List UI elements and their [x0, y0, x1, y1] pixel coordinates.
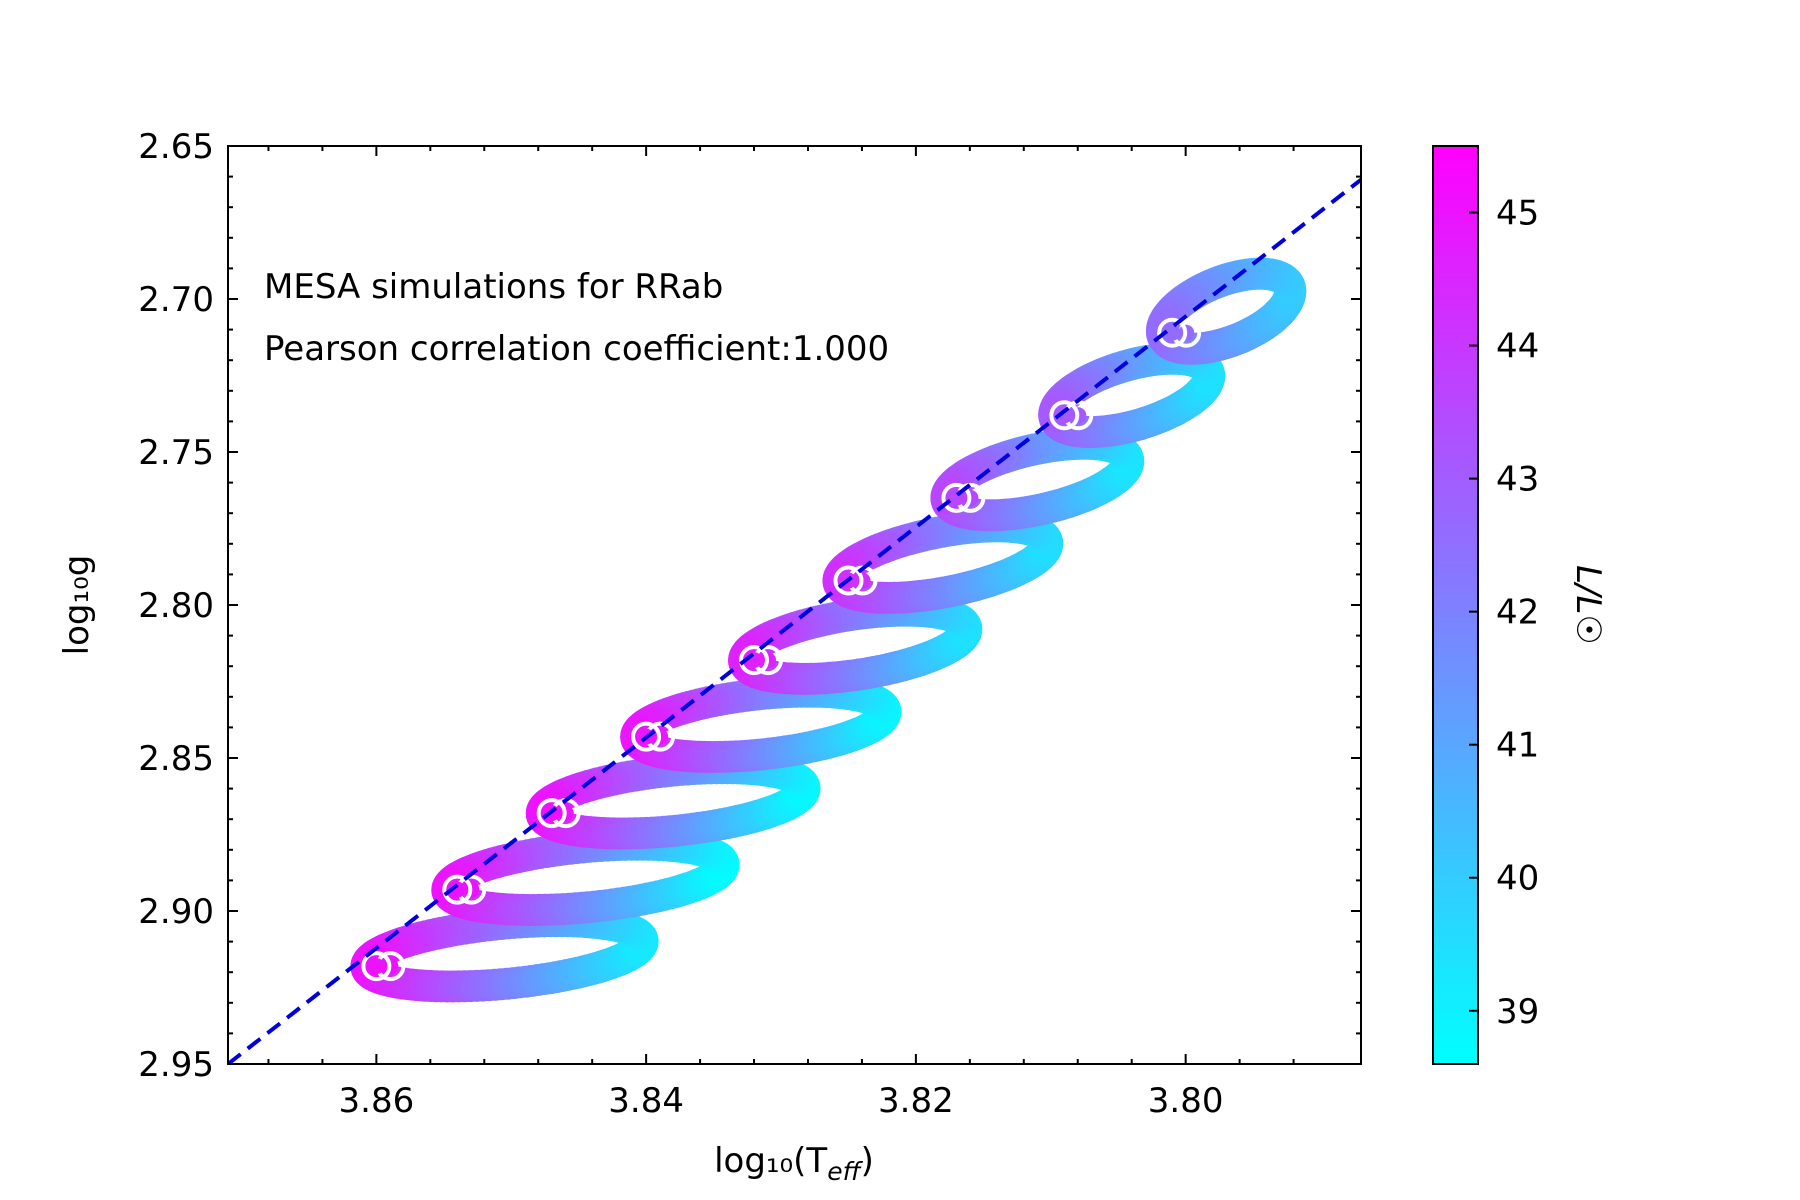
x-axis-label: log₁₀(Teff): [714, 1141, 874, 1186]
colorbar-tick-label: 42: [1496, 593, 1539, 633]
x-tick-label: 3.86: [339, 1081, 415, 1121]
colorbar-label: L/L☉: [1568, 565, 1608, 645]
marker-ring: [941, 482, 972, 513]
x-tick-label: 3.82: [878, 1081, 954, 1121]
marker-dot: [1056, 407, 1073, 424]
correlation-fit-line: [228, 178, 1361, 1064]
colorbar-ticks: 39 40 41 42 43 44 45: [1469, 194, 1539, 1032]
loop-7: [930, 427, 1145, 532]
loop-1: [350, 905, 659, 1003]
marker-ring: [442, 874, 473, 905]
y-tick-label: 2.70: [138, 280, 214, 320]
colorbar-tick-label: 39: [1496, 992, 1539, 1032]
colorbar-tick-label: 41: [1496, 726, 1539, 766]
marker-ring: [833, 565, 864, 596]
y-tick-label: 2.65: [138, 127, 214, 167]
marker-dot: [449, 881, 466, 898]
colorbar: [1432, 145, 1479, 1065]
y-axis-label: log₁₀g: [57, 555, 97, 656]
y-tick-label: 2.95: [138, 1045, 214, 1085]
marker-dot: [1164, 324, 1181, 341]
colorbar-tick-label: 43: [1496, 460, 1539, 500]
loop-9: [1145, 257, 1307, 365]
y-tick-label: 2.85: [138, 739, 214, 779]
y-tick-label: 2.80: [138, 586, 214, 626]
x-tick-label: 3.84: [608, 1081, 684, 1121]
annotation-title: MESA simulations for RRab: [264, 267, 723, 307]
marker-ring: [361, 951, 392, 982]
marker-ring: [631, 721, 662, 752]
y-axis-ticks: 2.65 2.70 2.75 2.80 2.85 2.90 2.95: [138, 127, 1361, 1085]
x-tick-label: 3.80: [1148, 1081, 1224, 1121]
colorbar-tick-label: 44: [1496, 327, 1539, 367]
marker-ring: [536, 798, 567, 829]
annotation-pearson: Pearson correlation coefficient:1.000: [264, 329, 889, 369]
marker-ring: [1049, 400, 1080, 431]
y-tick-label: 2.90: [138, 892, 214, 932]
y-tick-label: 2.75: [138, 433, 214, 473]
colorbar-tick-label: 40: [1496, 859, 1539, 899]
colorbar-tick-label: 45: [1496, 194, 1539, 234]
data-loops: [350, 257, 1307, 1003]
marker-ring: [739, 645, 769, 676]
x-axis-ticks: 3.86 3.84 3.82 3.80: [267, 146, 1295, 1121]
marker-dot: [368, 958, 385, 975]
marker-ring: [1157, 317, 1188, 348]
